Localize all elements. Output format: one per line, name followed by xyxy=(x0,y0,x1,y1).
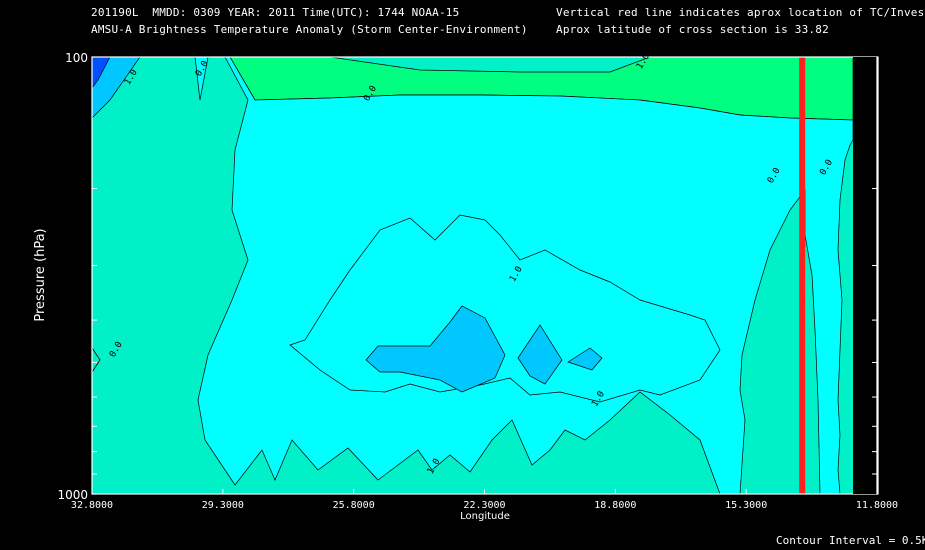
x-tick-label: 29.3000 xyxy=(202,500,244,511)
x-tick-label: 32.8000 xyxy=(71,500,113,511)
header-line1-left: 201190L MMDD: 0309 YEAR: 2011 Time(UTC):… xyxy=(91,6,460,19)
anomaly-field xyxy=(91,56,854,495)
y-tick-label: 1000 xyxy=(57,488,88,502)
negative-anomaly-core-a xyxy=(365,305,506,393)
negative-anomaly-core-c xyxy=(567,347,603,371)
x-tick-label: 22.3000 xyxy=(463,500,505,511)
plot-right-margin xyxy=(853,57,877,494)
y-tick-label: 100 xyxy=(65,51,88,65)
contour-interval-note: Contour Interval = 0.5K xyxy=(776,534,925,547)
x-tick-label: 11.8000 xyxy=(856,500,898,511)
y-axis-label: Pressure (hPa) xyxy=(33,228,48,321)
negative-anomaly-core-b xyxy=(517,324,563,385)
x-tick-label: 25.8000 xyxy=(333,500,375,511)
x-tick-label: 15.3000 xyxy=(725,500,767,511)
axes: 32.8000 29.3000 25.8000 22.3000 18.8000 15.30… xyxy=(57,51,898,511)
header-line1-right: Vertical red line indicates aprox locati… xyxy=(556,6,925,19)
x-tick-label: 18.8000 xyxy=(594,500,636,511)
header-line2-left: AMSU-A Brightness Temperature Anomaly (S… xyxy=(91,23,528,36)
x-axis-label: Longitude xyxy=(460,511,510,522)
header-line2-right: Aprox latitude of cross section is 33.82 xyxy=(556,23,829,36)
